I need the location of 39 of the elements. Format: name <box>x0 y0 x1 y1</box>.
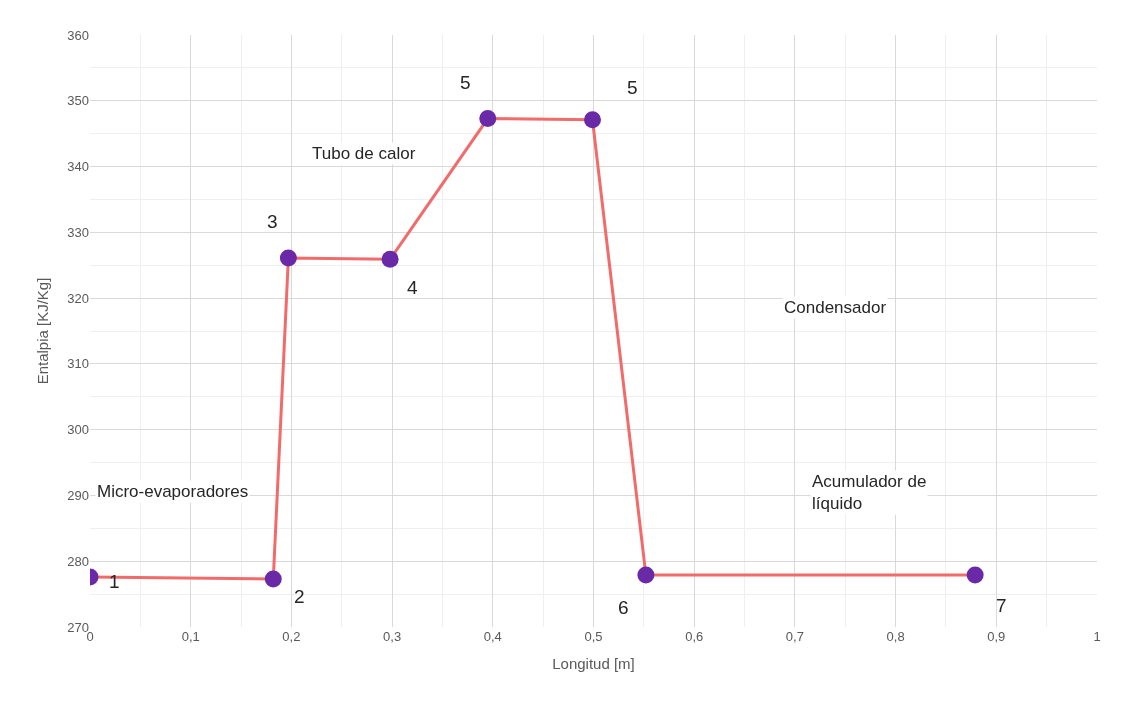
y-tick-label: 360 <box>67 27 89 43</box>
point <box>584 111 601 129</box>
y-tick-label: 320 <box>67 290 89 306</box>
annotation: Acumulador de líquido <box>812 472 927 514</box>
annotation: 3 <box>267 211 278 232</box>
annotation: 7 <box>996 595 1007 616</box>
annotation: 5 <box>460 72 471 93</box>
point <box>264 570 282 588</box>
y-tick-label: 290 <box>67 487 89 503</box>
annotation: 6 <box>618 597 629 618</box>
x-axis-title: Longitud [m] <box>552 655 635 672</box>
x-tick-label: 0,1 <box>181 629 200 644</box>
x-tick-label: 0,5 <box>584 629 603 644</box>
annotation: 5 <box>627 77 638 98</box>
y-tick-label: 340 <box>67 159 89 175</box>
y-tick-label: 280 <box>67 553 89 569</box>
annotation: Micro-evaporadores <box>97 482 249 501</box>
x-tick-label: 0,8 <box>886 629 905 644</box>
annotation: Tubo de calor <box>312 144 416 163</box>
x-tick-label: 0,6 <box>685 629 704 644</box>
annotation: Condensador <box>784 298 887 317</box>
y-tick-label: 330 <box>67 224 89 240</box>
y-tick-label: 300 <box>67 422 89 438</box>
x-tick-label: 0,3 <box>383 629 402 644</box>
annotation: 4 <box>407 277 418 298</box>
point <box>479 110 497 128</box>
point <box>381 250 399 268</box>
point <box>279 249 297 267</box>
x-tick-label: 0,2 <box>282 629 301 644</box>
y-tick-label: 350 <box>67 93 89 109</box>
y-tick-label: 310 <box>67 356 89 372</box>
x-tick-label: 0,4 <box>483 629 502 644</box>
x-tick-label: 0,7 <box>785 629 804 644</box>
x-tick-label: 1 <box>1093 629 1101 644</box>
x-tick-label: 0,9 <box>987 629 1006 644</box>
annotation: 2 <box>294 586 305 607</box>
y-axis-title: Entalpia [KJ/Kg] <box>33 277 51 385</box>
point <box>966 566 984 584</box>
point <box>637 566 655 584</box>
